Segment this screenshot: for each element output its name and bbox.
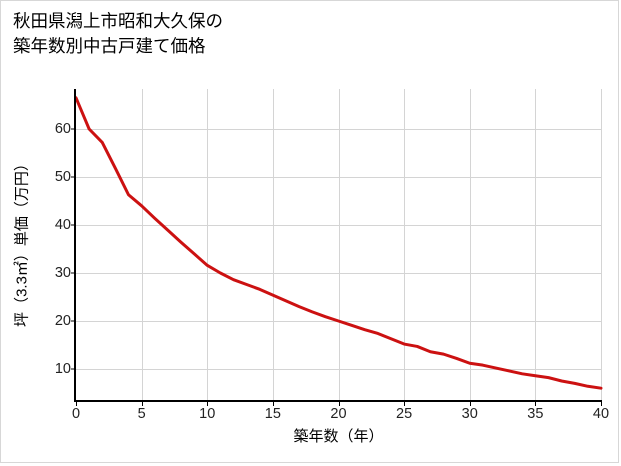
series-line-layer [74, 96, 603, 390]
x-tick-mark [469, 402, 471, 406]
x-tick-label: 40 [592, 406, 610, 422]
gridline-vertical [601, 89, 602, 401]
y-tick-label-group: 10 20 30 40 50 60 [15, 1, 71, 466]
gridline-horizontal [75, 273, 601, 274]
y-tick-mark [71, 176, 75, 178]
gridline-vertical [469, 89, 471, 401]
x-tick-label: 15 [264, 406, 281, 422]
plot-area [74, 89, 603, 401]
gridline-vertical [272, 89, 274, 401]
gridline-vertical [535, 89, 537, 401]
gridline-vertical [207, 89, 209, 401]
y-tick-mark [71, 128, 75, 130]
x-tick-mark [404, 402, 406, 406]
y-tick-label: 40 [54, 217, 71, 233]
x-axis-spine [74, 400, 602, 402]
gridline-vertical [141, 89, 143, 401]
gridline-horizontal [75, 129, 601, 130]
x-tick-mark [76, 402, 77, 406]
y-axis-spine [74, 89, 76, 402]
x-tick-mark [601, 402, 602, 406]
x-tick-label: 20 [330, 406, 347, 422]
y-tick-mark [71, 272, 75, 274]
gridline-vertical [404, 89, 406, 401]
x-tick-mark [535, 402, 537, 406]
gridline-vertical [338, 89, 340, 401]
x-tick-label: 35 [527, 406, 544, 422]
y-tick-label: 10 [54, 361, 71, 377]
x-tick-label: 5 [137, 406, 146, 422]
x-tick-mark [272, 402, 274, 406]
x-tick-mark [338, 402, 340, 406]
x-tick-label: 30 [461, 406, 478, 422]
x-tick-mark [141, 402, 143, 406]
series-line-koutanka [74, 96, 603, 390]
y-tick-label: 30 [54, 265, 71, 281]
x-tick-label: 10 [199, 406, 216, 422]
y-tick-label: 50 [54, 169, 71, 185]
y-tick-mark [71, 224, 75, 226]
chart-title: 秋田県潟上市昭和大久保の 築年数別中古戸建て価格 [13, 11, 223, 56]
y-tick-mark [71, 320, 75, 322]
x-tick-label: 0 [71, 406, 81, 422]
y-tick-label: 60 [54, 121, 71, 137]
x-tick-label: 25 [396, 406, 413, 422]
x-axis-label: 築年数（年） [293, 428, 384, 445]
y-tick-mark [71, 368, 75, 370]
x-tick-mark [207, 402, 209, 406]
y-tick-label: 20 [54, 313, 71, 329]
gridline-horizontal [75, 177, 601, 178]
gridline-horizontal [75, 225, 601, 226]
gridline-horizontal [75, 369, 601, 370]
